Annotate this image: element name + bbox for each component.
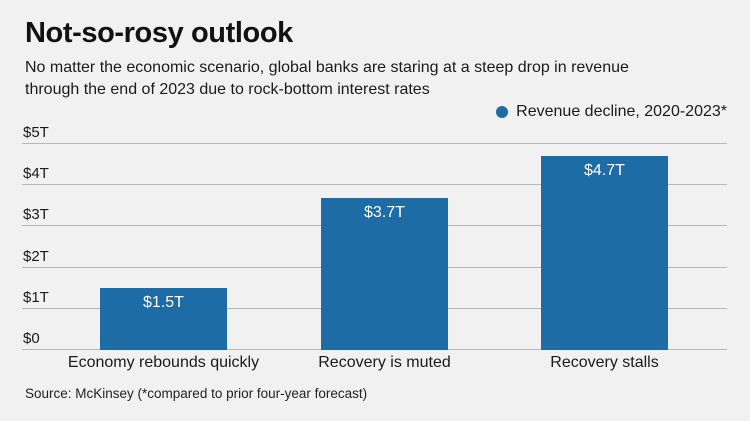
- y-axis-tick-label: $2T: [23, 247, 49, 265]
- bar-value-label: $4.7T: [584, 162, 625, 180]
- chart-subtitle: No matter the economic scenario, global …: [25, 57, 629, 101]
- chart-subtitle-line-2: through the end of 2023 due to rock-bott…: [25, 81, 430, 98]
- legend-dot-icon: [496, 106, 509, 118]
- y-axis-tick-label: $1T: [23, 288, 49, 306]
- x-axis-category-label: Recovery stalls: [550, 354, 659, 371]
- gridline: [22, 184, 727, 186]
- legend: Revenue decline, 2020-2023*: [496, 103, 727, 121]
- y-axis-tick-label: $0: [23, 330, 40, 347]
- y-axis-tick-label: $4T: [23, 165, 49, 183]
- bar: $4.7T: [541, 156, 668, 350]
- gridline: [22, 143, 727, 144]
- y-axis-tick-label: $3T: [23, 206, 49, 224]
- chart-subtitle-line-1: No matter the economic scenario, global …: [25, 59, 629, 76]
- bar-value-label: $1.5T: [143, 294, 184, 312]
- x-axis-category-label: Economy rebounds quickly: [67, 354, 260, 371]
- plot-area: $0 $1T $2T $3T $4T $5T $1.5T Economy rebounds q…: [22, 125, 727, 371]
- y-axis-tick-label: $5T: [23, 124, 49, 141]
- bar: $3.7T: [321, 197, 448, 350]
- bar: $1.5T: [100, 288, 227, 350]
- bar-value-label: $3.7T: [364, 203, 405, 221]
- x-axis-category-label: Recovery is muted: [318, 354, 451, 371]
- chart-title: Not-so-rosy outlook: [25, 17, 293, 49]
- source-note: Source: McKinsey (*compared to prior fou…: [25, 386, 368, 401]
- legend-label: Revenue decline, 2020-2023*: [516, 103, 727, 120]
